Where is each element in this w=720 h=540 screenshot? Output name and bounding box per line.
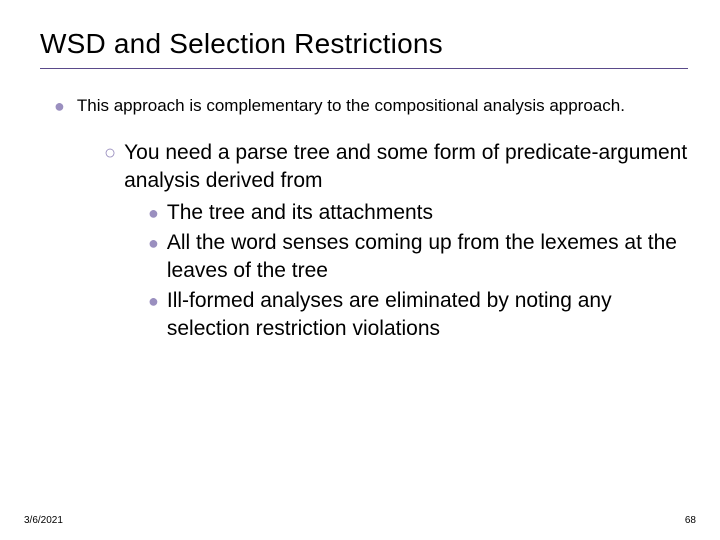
list-item-level1: ● This approach is complementary to the … — [54, 95, 688, 117]
page-title: WSD and Selection Restrictions — [40, 28, 688, 69]
list-item-level3: ● The tree and its attachments — [148, 199, 688, 227]
level3-text-1: All the word senses coming up from the l… — [167, 229, 688, 285]
bullet-disc-icon: ● — [148, 199, 159, 227]
bullet-disc-icon: ● — [148, 229, 159, 257]
footer-page-number: 68 — [685, 515, 696, 526]
slide-container: WSD and Selection Restrictions ● This ap… — [0, 0, 720, 540]
level3-text-2: Ill-formed analyses are eliminated by no… — [167, 287, 688, 343]
level2-text: You need a parse tree and some form of p… — [124, 139, 688, 195]
footer-date: 3/6/2021 — [24, 515, 63, 526]
bullet-disc-icon: ● — [54, 95, 65, 117]
list-item-level3: ● All the word senses coming up from the… — [148, 229, 688, 285]
bullet-circle-icon: ○ — [104, 139, 116, 167]
level1-text: This approach is complementary to the co… — [77, 95, 625, 117]
bullet-disc-icon: ● — [148, 287, 159, 315]
list-item-level2: ○ You need a parse tree and some form of… — [104, 139, 688, 195]
list-item-level3: ● Ill-formed analyses are eliminated by … — [148, 287, 688, 343]
level3-text-0: The tree and its attachments — [167, 199, 433, 227]
